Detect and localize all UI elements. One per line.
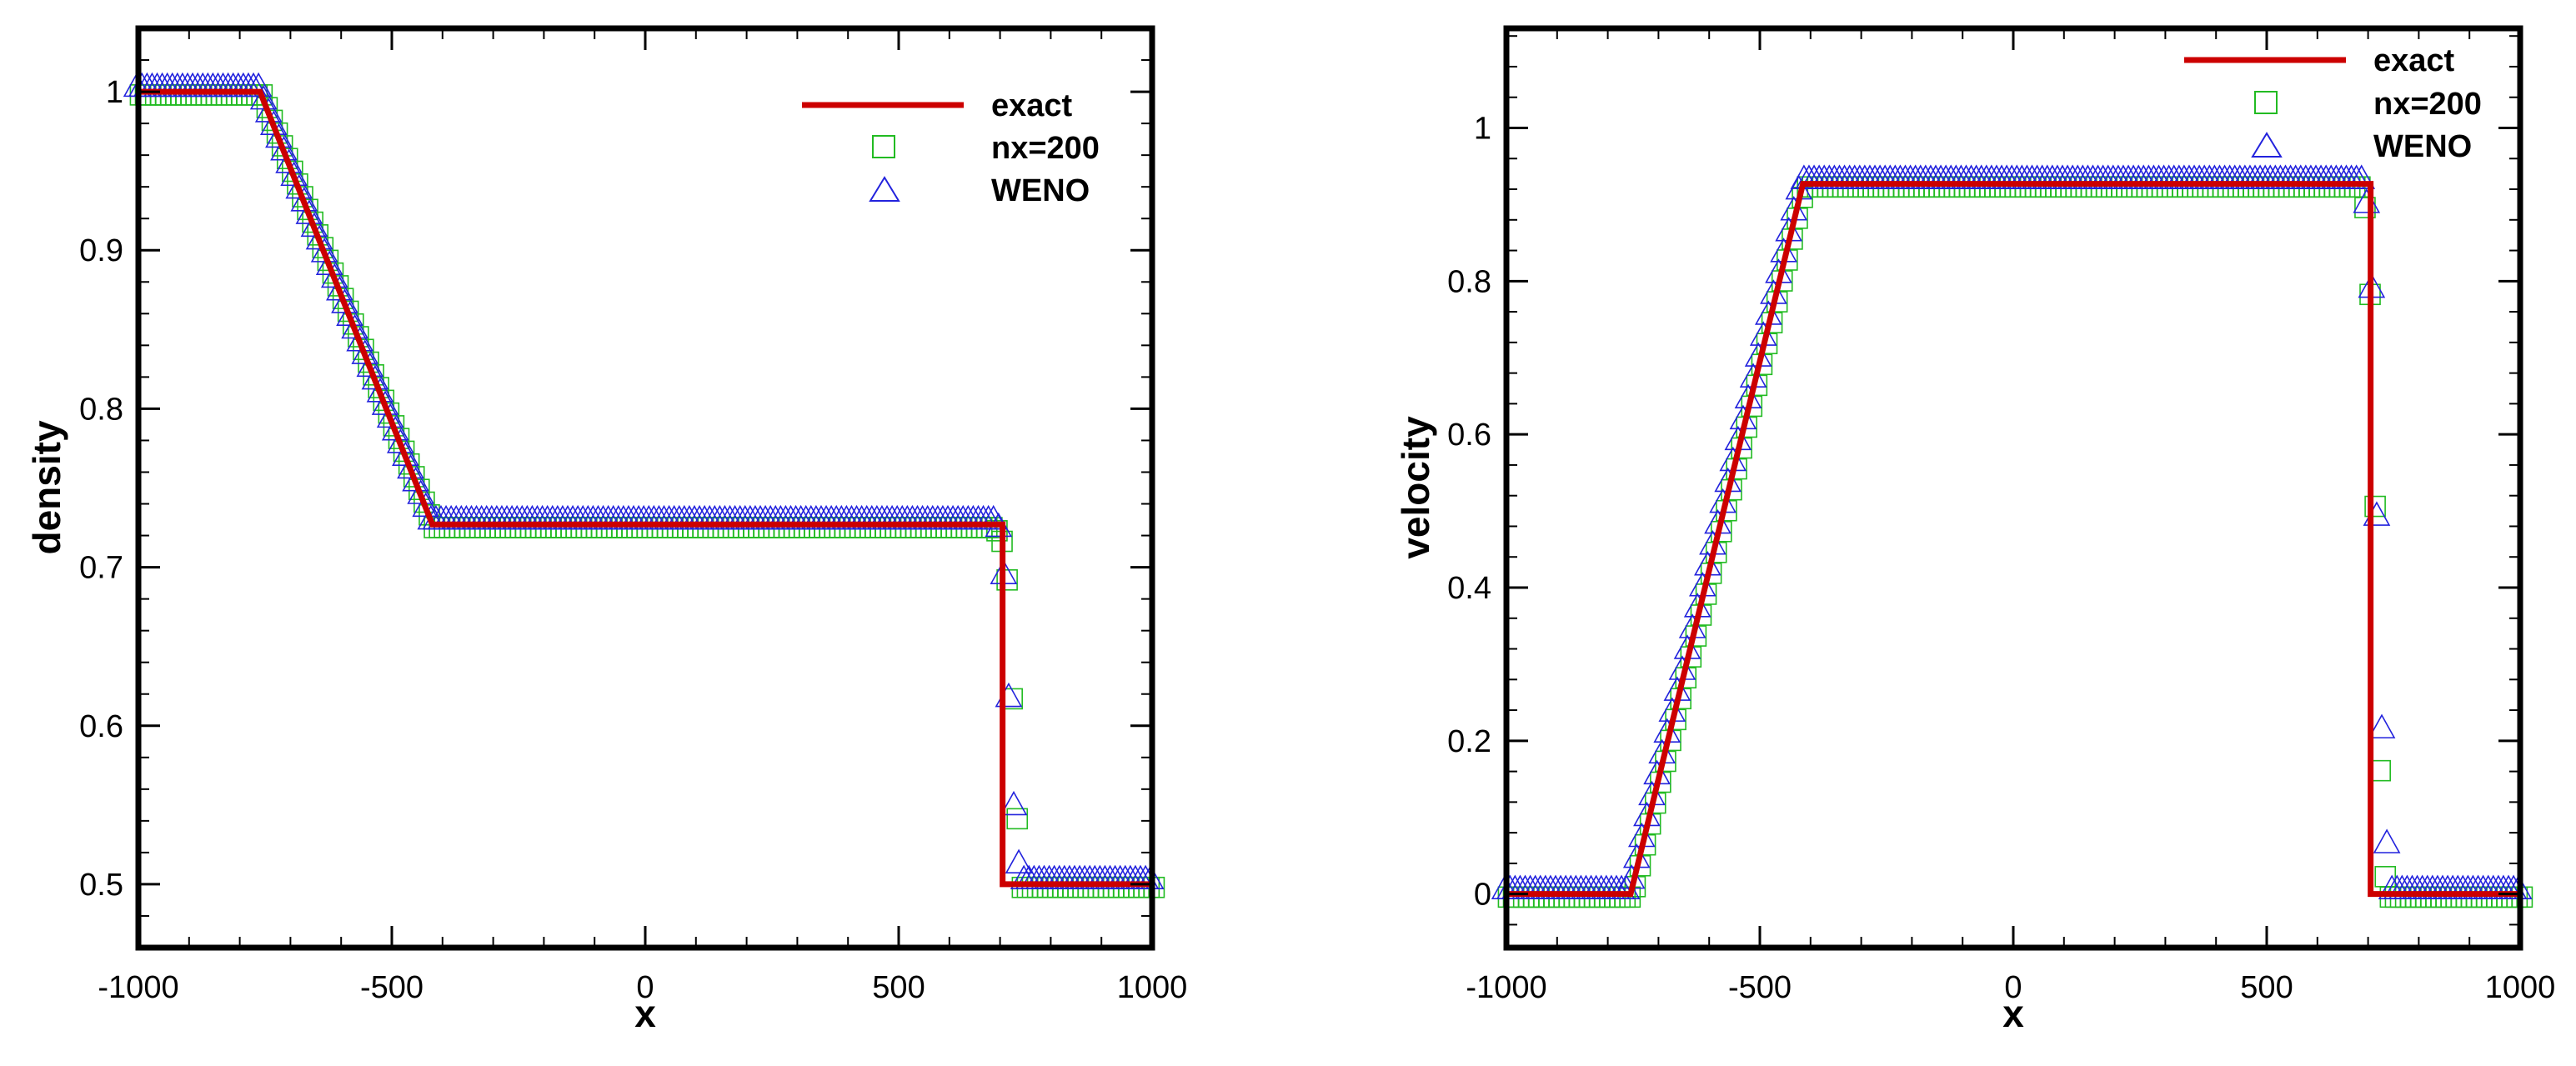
nx200-marker xyxy=(383,415,405,437)
nx200-marker xyxy=(403,466,425,488)
weno-marker xyxy=(1000,790,1028,816)
density-ticks: -1000 -500 0 500 1000 0.5 0.6 0.7 0.8 0.9 1 xyxy=(79,28,1187,1005)
velocity-x-tick-label: 1000 xyxy=(2485,970,2556,1005)
nx200-marker xyxy=(378,402,400,424)
nx200-marker xyxy=(358,351,379,373)
velocity-y-tick-label: 0.4 xyxy=(1447,571,1491,606)
nx200-marker xyxy=(317,249,339,272)
weno-marker xyxy=(1005,848,1033,874)
nx200-marker xyxy=(353,338,374,361)
nx200-marker xyxy=(368,377,389,398)
velocity-x-tick-label: -500 xyxy=(1728,970,1792,1005)
density-y-axis-label: density xyxy=(25,420,68,554)
nx200-marker xyxy=(292,186,313,208)
nx200-marker xyxy=(342,313,364,335)
density-y-tick-label: 0.9 xyxy=(79,233,123,268)
nx200-marker xyxy=(363,364,384,386)
nx200-marker xyxy=(266,122,288,144)
legend-weno-label: WENO xyxy=(2373,129,2472,164)
velocity-y-axis-label: velocity xyxy=(1394,416,1437,559)
nx200-marker xyxy=(348,326,369,348)
nx200-marker xyxy=(256,97,278,118)
nx200-marker xyxy=(307,224,329,246)
legend-square-marker xyxy=(2254,91,2278,114)
weno-marker xyxy=(2348,164,2376,189)
density-y-tick-label: 0.8 xyxy=(79,392,123,427)
velocity-x-tick-label: -1000 xyxy=(1466,970,1546,1005)
nx200-marker xyxy=(373,389,395,412)
nx200-marker xyxy=(393,440,415,463)
legend-weno-label: WENO xyxy=(991,173,1090,208)
density-x-tick-label: 0 xyxy=(636,970,654,1005)
density-y-tick-label: 0.7 xyxy=(79,551,123,586)
density-x-tick-label: -500 xyxy=(360,970,423,1005)
legend-exact-label: exact xyxy=(991,88,1073,123)
nx200-marker xyxy=(297,198,318,221)
weno-marker xyxy=(2368,713,2396,738)
density-exact-line xyxy=(138,88,1152,888)
velocity-y-tick-label: 0.8 xyxy=(1447,264,1491,299)
weno-marker xyxy=(980,504,1008,530)
density-x-axis-label: x xyxy=(634,992,656,1035)
nx200-marker xyxy=(2354,197,2376,218)
legend-triangle-marker xyxy=(2251,132,2283,158)
nx200-marker xyxy=(327,275,349,297)
density-plot-frame xyxy=(135,25,1155,951)
legend-square-marker xyxy=(872,135,895,158)
nx200-marker xyxy=(398,453,420,475)
nx200-marker xyxy=(996,568,1018,591)
velocity-x-tick-label: 500 xyxy=(2240,970,2293,1005)
nx200-marker xyxy=(302,211,323,233)
nx200-marker xyxy=(332,288,354,309)
velocity-y-tick-label: 0.6 xyxy=(1447,418,1491,453)
nx200-marker xyxy=(287,173,308,195)
velocity-y-tick-label: 1 xyxy=(1474,111,1491,146)
nx200-marker xyxy=(2364,495,2386,518)
nx200-marker xyxy=(408,478,430,501)
density-legend: exact nx=200 WENO xyxy=(802,88,1100,208)
legend-nx200-label: nx=200 xyxy=(991,131,1100,166)
density-y-tick-label: 1 xyxy=(106,75,123,110)
nx200-marker xyxy=(337,300,359,323)
nx200-marker xyxy=(261,109,283,132)
density-y-tick-label: 0.6 xyxy=(79,709,123,744)
velocity-plot-frame xyxy=(1503,25,2523,951)
legend-nx200-label: nx=200 xyxy=(2373,87,2482,122)
density-x-tick-label: 500 xyxy=(872,970,925,1005)
velocity-y-tick-label: 0.2 xyxy=(1447,724,1491,759)
velocity-y-tick-label: 0 xyxy=(1474,878,1491,913)
nx200-marker xyxy=(251,84,273,106)
velocity-panel: -1000 -500 0 500 1000 0 0.2 0.4 0.6 0.8 1 x veloci… xyxy=(1394,25,2556,1035)
nx200-marker xyxy=(322,262,344,284)
velocity-legend: exact nx=200 WENO xyxy=(2184,43,2482,164)
density-x-tick-label: 1000 xyxy=(1117,970,1188,1005)
velocity-x-tick-label: 0 xyxy=(2004,970,2022,1005)
density-panel: -1000 -500 0 500 1000 0.5 0.6 0.7 0.8 0.9 1 x dens… xyxy=(25,25,1187,1035)
density-y-tick-label: 0.5 xyxy=(79,868,123,903)
nx200-marker xyxy=(271,135,293,157)
nx200-marker xyxy=(388,428,410,449)
legend-triangle-marker xyxy=(869,176,900,202)
velocity-x-axis-label: x xyxy=(2002,992,2024,1035)
nx200-marker xyxy=(413,491,435,513)
density-marks xyxy=(123,72,1165,898)
velocity-marks xyxy=(1491,164,2533,908)
legend-exact-label: exact xyxy=(2373,43,2455,78)
density-x-tick-label: -1000 xyxy=(98,970,178,1005)
nx200-marker xyxy=(312,237,334,258)
nx200-marker xyxy=(282,160,303,183)
nx200-marker xyxy=(276,148,298,170)
weno-marker xyxy=(2373,828,2401,853)
nx200-marker xyxy=(1006,808,1029,830)
velocity-exact-line xyxy=(1506,181,2520,898)
